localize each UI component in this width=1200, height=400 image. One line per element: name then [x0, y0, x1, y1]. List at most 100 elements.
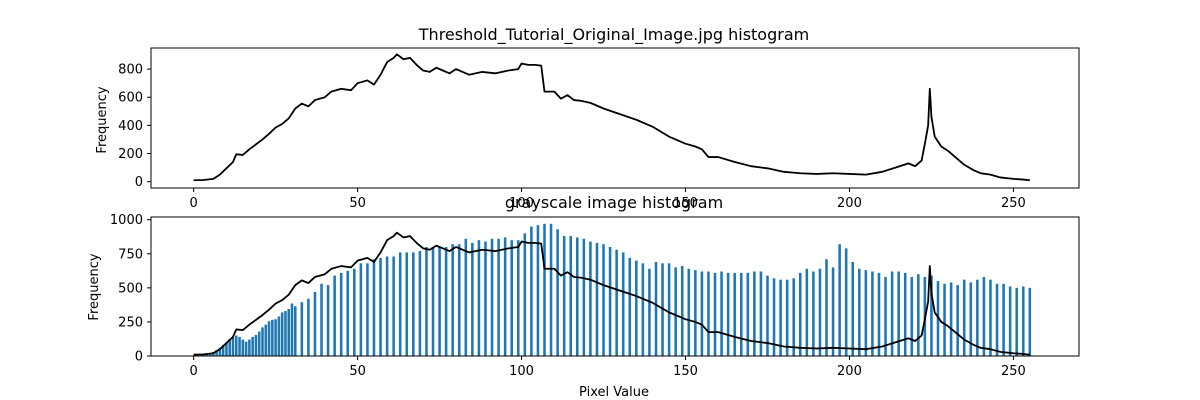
histogram-bar [818, 268, 822, 356]
histogram-bar [516, 240, 520, 356]
top-y-tick-label: 600 [118, 91, 143, 106]
histogram-bar [825, 259, 828, 356]
histogram-bar [277, 316, 281, 356]
histogram-bar [228, 338, 231, 356]
histogram-bar [294, 306, 297, 356]
histogram-bar [798, 272, 802, 356]
histogram-bar [641, 263, 645, 356]
histogram-bar [231, 336, 235, 356]
histogram-bar [451, 244, 454, 356]
histogram-bar [720, 271, 723, 356]
histogram-bar [582, 238, 586, 356]
top-x-tick-label: 250 [1001, 196, 1026, 211]
histogram-bar [844, 248, 848, 356]
histogram-bar [536, 225, 540, 356]
bottom-y-tick-label: 500 [118, 281, 143, 296]
histogram-bar [1008, 286, 1012, 356]
histogram-bar [313, 291, 317, 356]
histogram-bar [851, 261, 855, 356]
histogram-bar [241, 339, 245, 356]
histogram-bar [812, 271, 815, 356]
histogram-bar [779, 279, 782, 356]
histogram-bar [884, 276, 887, 356]
histogram-bar [261, 327, 264, 356]
histogram-bar [562, 236, 566, 356]
top-x-tick-label: 100 [509, 196, 534, 211]
top-plot: Threshold_Tutorial_Original_Image.jpg hi… [95, 25, 1080, 211]
histogram-bar [949, 282, 953, 356]
histogram-bar [982, 276, 986, 356]
histogram-bar [431, 246, 435, 356]
top-y-tick-label: 800 [118, 63, 143, 78]
histogram-bar [648, 268, 651, 356]
histogram-bar [969, 282, 973, 356]
bottom-x-axis-label: Pixel Value [579, 385, 649, 400]
histogram-bar [497, 238, 500, 356]
bottom-y-axis-label: Frequency [87, 253, 102, 320]
histogram-bar [530, 226, 533, 356]
histogram-bar [687, 268, 691, 356]
histogram-bar [221, 345, 225, 356]
top-y-axis-label: Frequency [95, 86, 110, 153]
top-x-tick-label: 50 [349, 196, 366, 211]
histogram-bar [287, 308, 291, 356]
histogram-bar [218, 347, 222, 356]
histogram-bar [1002, 283, 1005, 356]
histogram-bar [271, 319, 274, 356]
histogram-bar [772, 278, 776, 356]
histogram-bar [615, 249, 618, 356]
histogram-bar [425, 246, 428, 356]
histogram-bar [608, 246, 612, 356]
histogram-bar [284, 311, 287, 356]
histogram-bar [251, 336, 254, 356]
histogram-bar [700, 271, 704, 356]
histogram-bar [543, 223, 546, 356]
bottom-x-tick-label: 50 [349, 364, 366, 379]
top-chart-title: Threshold_Tutorial_Original_Image.jpg hi… [418, 25, 809, 45]
histogram-bar [438, 246, 441, 356]
histogram-bar [635, 260, 638, 356]
histogram-bar [871, 271, 874, 356]
histogram-bar [307, 298, 310, 356]
histogram-bar [477, 240, 481, 356]
histogram-bar [976, 279, 979, 356]
top-axes-frame [150, 47, 1080, 189]
bottom-y-tick-label: 0 [135, 350, 143, 365]
histogram-bar [943, 283, 946, 356]
histogram-bar [274, 319, 277, 356]
histogram-bar [339, 272, 343, 356]
histogram-bar [225, 342, 228, 356]
histogram-bar [746, 272, 750, 356]
histogram-bar [792, 278, 795, 356]
histogram-bar [264, 324, 268, 356]
histogram-bar [726, 272, 730, 356]
histogram-bar [858, 268, 861, 356]
bottom-x-tick-label: 100 [509, 364, 534, 379]
histogram-bar [674, 267, 677, 356]
histogram-bar [523, 233, 527, 356]
histogram-bar [379, 257, 382, 356]
histogram-bar [707, 271, 710, 356]
bottom-y-tick-label: 750 [118, 247, 143, 262]
histogram-bar [257, 331, 261, 356]
histogram-bar [661, 263, 664, 356]
histogram-bar [300, 302, 304, 356]
histogram-bar [326, 285, 330, 356]
histogram-bar [366, 263, 369, 356]
histogram-bar [910, 276, 914, 356]
histogram-bar [490, 238, 494, 356]
histogram-bar [654, 261, 658, 356]
histogram-bar [759, 271, 763, 356]
histogram-bar [589, 241, 592, 356]
histogram-bar [956, 285, 959, 356]
histogram-bar [890, 271, 894, 356]
histogram-bar [208, 353, 212, 356]
histogram-bar [739, 272, 743, 356]
histogram-bar [248, 339, 251, 356]
histogram-bar [995, 283, 999, 356]
histogram-bar [602, 244, 605, 356]
histogram-bar [766, 275, 769, 356]
histogram-bar [989, 279, 992, 356]
histogram-bar [471, 242, 474, 356]
